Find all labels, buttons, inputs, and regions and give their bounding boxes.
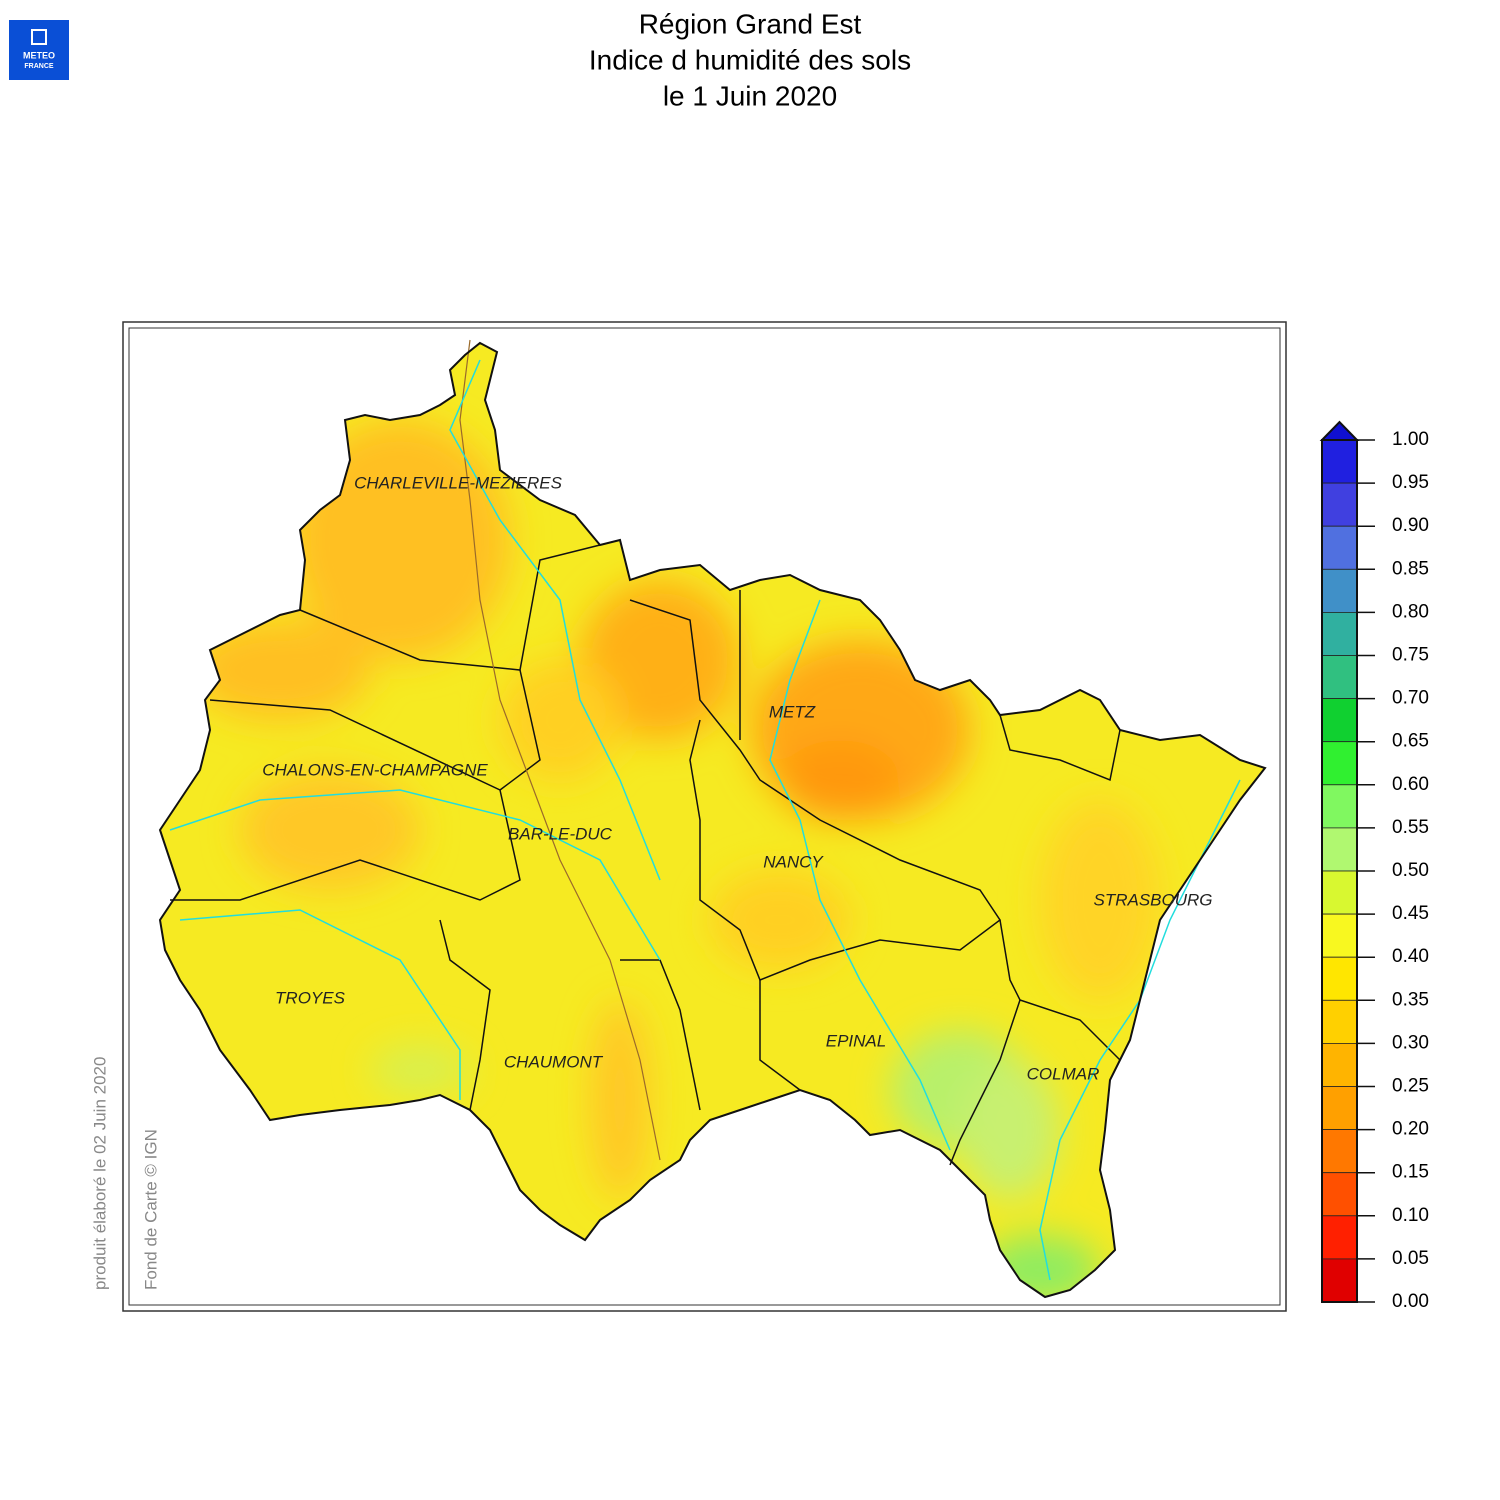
colorbar-tick-label: 0.30 <box>1392 1032 1429 1053</box>
title: Indice d humidité des sols <box>589 44 911 75</box>
colorbar-segment <box>1321 999 1358 1044</box>
colorbar-segment <box>1321 784 1358 829</box>
logo-text: METEO <box>23 50 55 60</box>
city-label: CHALONS-EN-CHAMPAGNE <box>262 760 488 779</box>
colorbar-tick-label: 0.40 <box>1392 946 1429 967</box>
colorbar-arrow <box>1319 420 1360 441</box>
department-border <box>629 599 1002 981</box>
city-label: NANCY <box>763 852 824 871</box>
river <box>179 909 461 1100</box>
colorbar-segment <box>1321 698 1358 743</box>
department-border <box>949 999 1021 1166</box>
river <box>769 599 951 1151</box>
colorbar-segment <box>1321 1043 1358 1087</box>
colorbar-tick-label: 0.80 <box>1392 601 1429 622</box>
department-border <box>999 714 1121 782</box>
frame <box>128 327 1281 1306</box>
colorbar-segment <box>1321 655 1358 699</box>
city-label: TROYES <box>275 988 346 1007</box>
colorbar-tick-label: 0.20 <box>1392 1119 1429 1140</box>
colorbar-tick-label: 0.05 <box>1392 1248 1429 1269</box>
title: Région Grand Est <box>639 8 862 39</box>
colorbar-segment <box>1321 525 1358 570</box>
arrondissement-border <box>459 339 661 1161</box>
department-border <box>759 980 801 1091</box>
department-border <box>439 919 491 1111</box>
colorbar-tick-label: 0.45 <box>1392 903 1429 924</box>
colorbar-segment <box>1321 741 1358 786</box>
colorbar-tick-label: 0.85 <box>1392 558 1429 579</box>
colorbar-tick-label: 0.00 <box>1392 1291 1429 1312</box>
logo-text: FRANCE <box>24 63 53 70</box>
frame <box>122 321 1287 1312</box>
logo-icon <box>31 29 47 45</box>
colorbar-tick-label: 0.10 <box>1392 1205 1429 1226</box>
credit: produit élaboré le 02 Juin 2020 <box>90 1057 109 1290</box>
colorbar-tick-label: 0.65 <box>1392 731 1429 752</box>
colorbar-segment <box>1321 913 1358 958</box>
map-field <box>160 343 1265 1297</box>
city-label: STRASBOURG <box>1093 890 1212 909</box>
river <box>449 359 661 881</box>
field-blobs <box>190 420 1160 1297</box>
city-label: CHAUMONT <box>504 1052 604 1071</box>
river <box>1039 779 1241 1281</box>
colorbar-tick-label: 0.90 <box>1392 515 1429 536</box>
colorbar-tick-label: 0.50 <box>1392 860 1429 881</box>
colorbar: 1.00 0.95 0.90 0.85 0.80 0.75 0.70 0.65 0.60 0.55… <box>1319 420 1429 1312</box>
colorbar-tick-label: 1.00 <box>1392 429 1429 450</box>
colorbar-tick-label: 0.70 <box>1392 688 1429 709</box>
colorbar-tick-label: 0.55 <box>1392 817 1429 838</box>
department-border <box>620 959 701 1111</box>
colorbar-segment <box>1321 482 1358 527</box>
department-border <box>499 669 541 791</box>
colorbar-segment <box>1321 827 1358 872</box>
river <box>169 789 661 961</box>
colorbar-segment <box>1321 1172 1358 1217</box>
colorbar-tick-label: 0.60 <box>1392 774 1429 795</box>
colorbar-segment <box>1321 568 1358 613</box>
city-labels: CHARLEVILLE-MEZIERES METZ CHALONS-EN-CHAMP… <box>262 473 1212 1083</box>
credit: Fond de Carte © IGN <box>141 1129 160 1290</box>
city-label: CHARLEVILLE-MEZIERES <box>354 473 562 492</box>
city-label: METZ <box>769 702 816 721</box>
department-border <box>170 699 521 901</box>
colorbar-tick-label: 0.35 <box>1392 989 1429 1010</box>
colorbar-tick-label: 0.15 <box>1392 1162 1429 1183</box>
city-label: COLMAR <box>1027 1064 1100 1083</box>
colorbar-segment <box>1321 1129 1358 1174</box>
colorbar-tick-label: 0.95 <box>1392 472 1429 493</box>
colorbar-segment <box>1321 612 1358 656</box>
colorbar-tick-label: 0.75 <box>1392 645 1429 666</box>
colorbar-segment <box>1321 1258 1358 1303</box>
colorbar-segment <box>1321 956 1358 1001</box>
colorbar-segment <box>1321 1086 1358 1130</box>
title: le 1 Juin 2020 <box>663 80 837 111</box>
colorbar-segment <box>1321 1215 1358 1260</box>
colorbar-segment <box>1321 870 1358 915</box>
city-label: EPINAL <box>826 1031 886 1050</box>
colorbar-segment <box>1321 439 1358 484</box>
city-label: BAR-LE-DUC <box>508 824 613 843</box>
colorbar-tick-label: 0.25 <box>1392 1076 1429 1097</box>
